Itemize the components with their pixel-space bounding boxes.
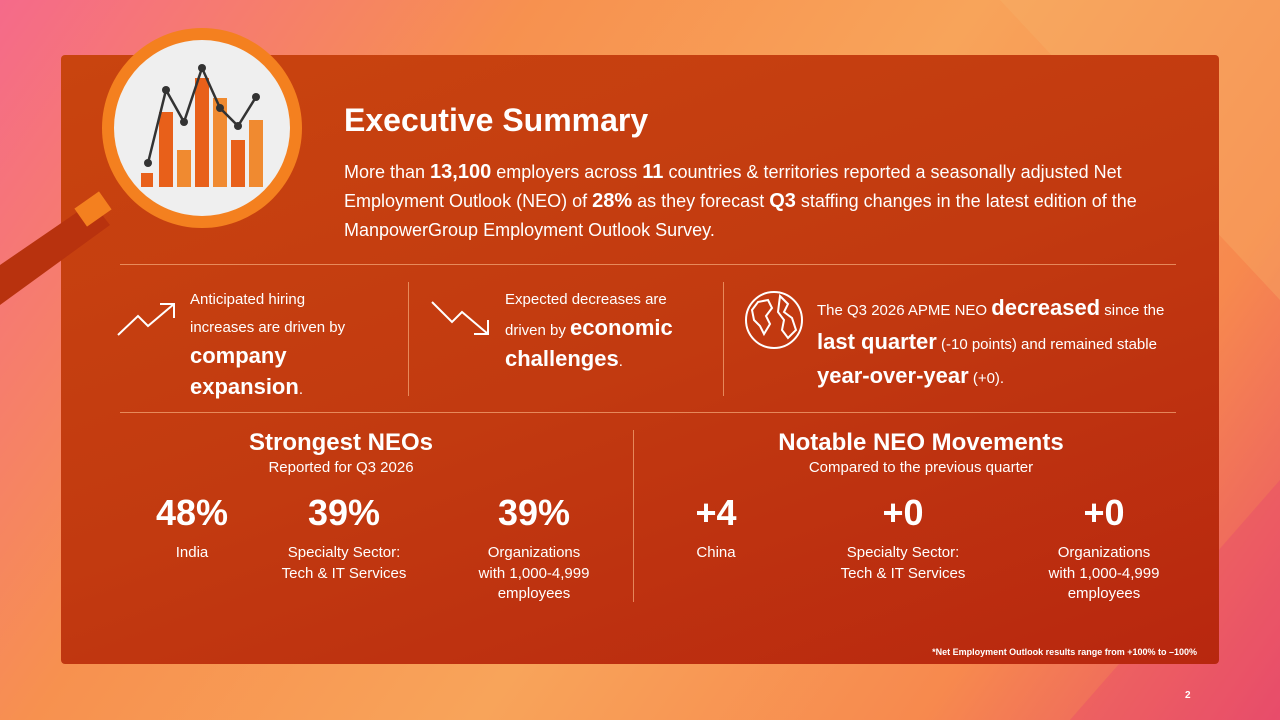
text-run: employers across (491, 162, 643, 182)
text-run: . (618, 353, 623, 370)
text-run: The Q3 2026 APME NEO (817, 302, 992, 319)
footnote: *Net Employment Outlook results range fr… (932, 647, 1197, 657)
text-run: since the (1100, 302, 1165, 319)
divider (723, 282, 724, 396)
stat-label: India (92, 543, 292, 564)
handle-neck (74, 191, 112, 227)
stat-value: +0 (882, 492, 924, 533)
divider (408, 282, 409, 396)
emphasis: last quarter (817, 329, 937, 354)
text-run: staffing changes in the latest edition o… (344, 191, 1137, 240)
stat: 39% Organizations with 1,000-4,999 employee… (434, 493, 634, 605)
stat: +4 China (616, 493, 816, 564)
stat-label-line: with 1,000-4,999 (1048, 564, 1160, 582)
text-run: . (298, 381, 303, 398)
magnifier-icon (0, 28, 302, 305)
page-number: 2 (1185, 690, 1191, 701)
stat-label-line: Tech & IT Services (281, 564, 407, 582)
emphasis: Q3 (769, 190, 796, 212)
section-subtitle: Reported for Q3 2026 (268, 459, 414, 476)
text-run: Expected decreases are driven by (505, 291, 667, 339)
stat-value: 48% (155, 492, 229, 533)
text-run: More than (344, 162, 431, 182)
text-run: as they forecast (632, 191, 770, 211)
stat-label-line: employees (1067, 585, 1141, 602)
highlight: Anticipated hiring increases are driven … (190, 286, 360, 404)
divider (120, 264, 1176, 265)
stat: +0 Specialty Sector: Tech & IT Services (803, 493, 1003, 584)
text-run: Anticipated hiring increases are driven … (190, 291, 346, 336)
emphasis: decreased (991, 295, 1101, 320)
divider (633, 430, 634, 602)
stat: +0 Organizations with 1,000-4,999 employees (1004, 493, 1204, 605)
emphasis: economic challenges (505, 315, 673, 371)
stat-label-line: employees (497, 585, 571, 602)
summary: More than 13,100 employers across 11 cou… (344, 158, 1144, 245)
stat-value: 39% (307, 492, 381, 533)
trend-up-icon (117, 303, 175, 336)
highlight: Expected decreases are driven by economi… (505, 286, 710, 376)
section-subtitle: Compared to the previous quarter (808, 459, 1034, 476)
title: Executive Summary (344, 102, 649, 138)
stat-label-line: India (175, 544, 209, 561)
divider (120, 412, 1176, 413)
stat-label: Specialty Sector: Tech & IT Services (803, 543, 1003, 584)
section-title: Strongest NEOs (248, 429, 434, 456)
stat-label-line: Specialty Sector: (287, 544, 401, 561)
stat-label: Organizations with 1,000-4,999 employees (1004, 543, 1204, 605)
stat-label-line: Specialty Sector: (846, 544, 960, 561)
emphasis: 11 (642, 161, 664, 183)
globe-icon (745, 291, 803, 349)
stat-label: China (616, 543, 816, 564)
stat-value: 39% (497, 492, 571, 533)
highlight: The Q3 2026 APME NEO decreased since the… (817, 292, 1167, 394)
stat-label-line: China (696, 544, 736, 561)
emphasis: year-over-year (817, 363, 969, 388)
stat-label-line: with 1,000-4,999 (478, 564, 590, 582)
text-run: (+0). (968, 370, 1005, 387)
emphasis: 13,100 (430, 161, 492, 183)
stat-label: Specialty Sector: Tech & IT Services (244, 543, 444, 584)
stat-label-line: Organizations (487, 544, 581, 561)
icon-bars (141, 78, 263, 187)
stat: 39% Specialty Sector: Tech & IT Services (244, 493, 444, 584)
section-title: Notable NEO Movements (778, 429, 1064, 456)
stat: 48% India (92, 493, 292, 564)
stat-label-line: Tech & IT Services (840, 564, 966, 582)
stat-value: +0 (1083, 492, 1125, 533)
stat-label-line: Organizations (1057, 544, 1151, 561)
stat-value: +4 (695, 492, 737, 533)
text-run: countries & territories reported a seaso… (344, 162, 1122, 211)
handle (0, 202, 110, 305)
trend-down-icon (431, 301, 489, 335)
stat-label: Organizations with 1,000-4,999 employees (434, 543, 634, 605)
icon-dots (144, 64, 260, 167)
emphasis: 28% (592, 190, 633, 212)
emphasis: company expansion (190, 343, 299, 399)
text-run: (-10 points) and remained stable (936, 336, 1157, 353)
